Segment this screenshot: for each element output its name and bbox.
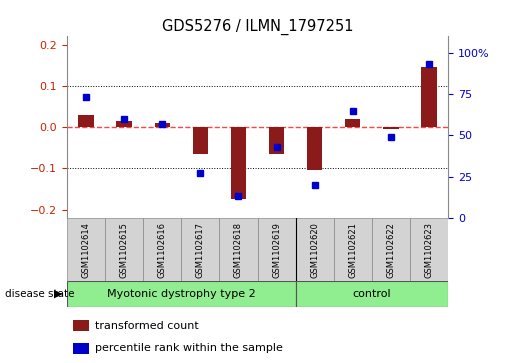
Bar: [67, 281, 296, 307]
Text: GSM1102617: GSM1102617: [196, 221, 205, 278]
Bar: [73, 343, 89, 354]
Bar: [219, 218, 258, 281]
Bar: [73, 320, 89, 331]
Text: control: control: [352, 289, 391, 299]
Bar: [372, 218, 410, 281]
Text: GSM1102622: GSM1102622: [386, 222, 396, 277]
Text: GSM1102614: GSM1102614: [81, 222, 91, 277]
Bar: [269, 127, 284, 154]
Bar: [383, 127, 399, 129]
Title: GDS5276 / ILMN_1797251: GDS5276 / ILMN_1797251: [162, 19, 353, 35]
Bar: [78, 115, 94, 127]
Bar: [154, 123, 170, 127]
Text: disease state: disease state: [5, 289, 75, 299]
Text: transformed count: transformed count: [95, 321, 199, 331]
Text: percentile rank within the sample: percentile rank within the sample: [95, 343, 283, 353]
Bar: [345, 119, 360, 127]
Text: Myotonic dystrophy type 2: Myotonic dystrophy type 2: [107, 289, 255, 299]
Text: GSM1102623: GSM1102623: [424, 221, 434, 278]
Bar: [258, 218, 296, 281]
Text: GSM1102619: GSM1102619: [272, 222, 281, 277]
Bar: [105, 218, 143, 281]
Bar: [307, 127, 322, 170]
Text: GSM1102615: GSM1102615: [119, 222, 129, 277]
Bar: [410, 218, 448, 281]
Text: GSM1102620: GSM1102620: [310, 222, 319, 277]
Bar: [116, 121, 132, 127]
Bar: [193, 127, 208, 154]
Bar: [231, 127, 246, 199]
Text: GSM1102616: GSM1102616: [158, 221, 167, 278]
Bar: [181, 218, 219, 281]
Bar: [67, 218, 105, 281]
Text: GSM1102618: GSM1102618: [234, 221, 243, 278]
Bar: [143, 218, 181, 281]
Bar: [296, 218, 334, 281]
Text: ▶: ▶: [54, 289, 63, 299]
Bar: [421, 67, 437, 127]
Bar: [334, 218, 372, 281]
Text: GSM1102621: GSM1102621: [348, 222, 357, 277]
Bar: [296, 281, 448, 307]
